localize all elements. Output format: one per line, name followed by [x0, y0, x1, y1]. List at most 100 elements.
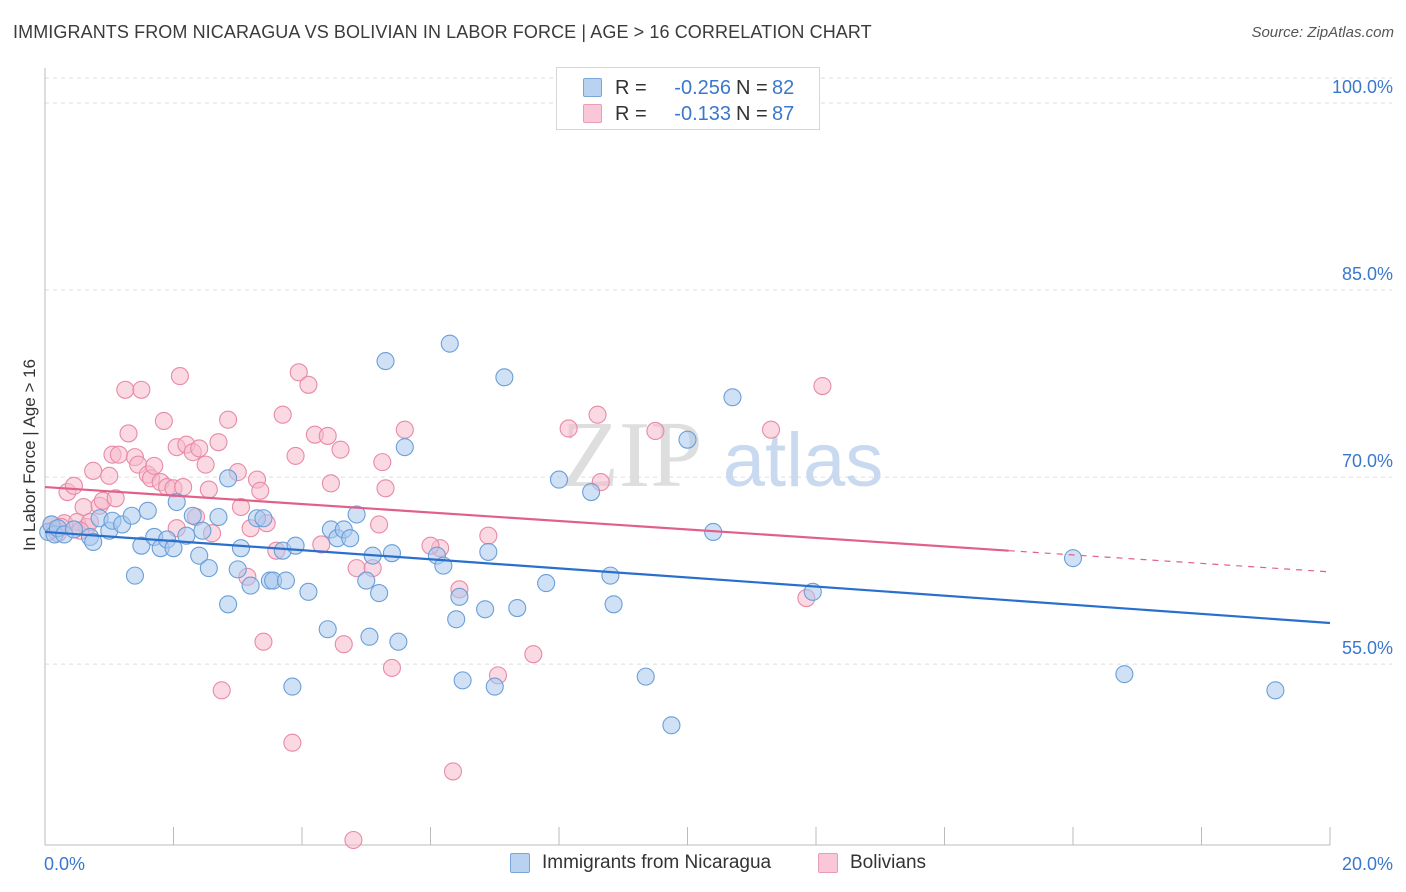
data-point [84, 461, 103, 480]
data-point [524, 645, 543, 664]
data-point [382, 658, 402, 677]
source-credit: Source: ZipAtlas.com [1251, 24, 1394, 41]
data-point [476, 600, 495, 619]
data-point [357, 571, 376, 590]
data-point [382, 544, 402, 563]
x-tick-label: 20.0% [1342, 854, 1393, 874]
data-point [154, 411, 173, 431]
data-point [145, 456, 164, 475]
data-point [167, 492, 186, 512]
trend-line-extension [1008, 550, 1331, 573]
data-point [495, 368, 514, 387]
data-point [447, 610, 466, 629]
data-point [344, 830, 363, 850]
data-point [286, 446, 305, 465]
data-point [251, 481, 270, 500]
legend-n-label: N = [736, 77, 768, 99]
data-point [164, 539, 183, 558]
data-point [219, 469, 238, 488]
data-point [360, 627, 379, 646]
data-point [312, 535, 331, 554]
data-point [331, 440, 350, 459]
data-point [106, 489, 125, 508]
data-point [1115, 665, 1134, 684]
data-point [761, 420, 781, 439]
data-point [1063, 549, 1083, 568]
data-point [199, 480, 218, 499]
legend-r-label: R = [615, 103, 647, 125]
data-point [334, 635, 353, 654]
trend-line [44, 485, 1009, 552]
data-point [479, 542, 498, 561]
data-point [122, 506, 141, 525]
data-point [601, 566, 620, 585]
data-point [193, 521, 212, 540]
data-point [723, 388, 742, 407]
data-point [450, 587, 469, 606]
axis-layer [44, 68, 1331, 846]
data-point [395, 420, 414, 439]
data-point [219, 595, 238, 614]
bolivians-points [42, 363, 832, 850]
trend-lines [44, 485, 1331, 625]
legend-n-value: 87 [772, 103, 795, 125]
legend-r-value: -0.256 [674, 77, 731, 99]
data-point [170, 367, 189, 386]
data-point [678, 430, 697, 449]
data-point [231, 539, 251, 558]
data-point [116, 380, 135, 399]
data-point [646, 421, 665, 440]
data-point [84, 532, 103, 551]
legend-box: R = -0.256 N = 82 R = -0.133 N = 87 [556, 67, 820, 130]
data-point [376, 352, 395, 371]
y-axis-label: In Labor Force | Age > 16 [20, 358, 39, 552]
data-point [64, 476, 83, 495]
data-point [228, 560, 247, 579]
data-point [119, 424, 138, 443]
data-point [347, 505, 366, 524]
data-point [537, 574, 556, 593]
data-point [318, 426, 337, 445]
data-point [559, 419, 578, 438]
bottom-legend-swatch-pink [818, 853, 838, 873]
data-point [395, 438, 414, 457]
data-point [636, 667, 655, 686]
data-point [341, 529, 360, 548]
data-point [254, 509, 273, 528]
tick-labels: 55.0% 70.0% 85.0% 100.0% 0.0% 20.0% [44, 77, 1393, 874]
data-point [100, 466, 119, 485]
data-point [373, 453, 392, 472]
data-point [443, 762, 463, 781]
data-point [199, 559, 218, 578]
data-point [299, 582, 318, 601]
y-tick-label: 55.0% [1342, 638, 1393, 658]
trend-line [44, 530, 1331, 625]
y-tick-label: 100.0% [1332, 77, 1393, 97]
data-point [209, 433, 228, 452]
data-point [209, 507, 228, 527]
data-point [286, 536, 305, 555]
bottom-legend-label: Immigrants from Nicaragua [542, 852, 772, 873]
data-point [276, 571, 295, 590]
data-point [132, 380, 151, 399]
data-point [370, 515, 389, 534]
data-point [376, 479, 395, 498]
data-point [582, 483, 601, 502]
data-point [109, 445, 128, 464]
data-point [283, 677, 302, 696]
data-point [813, 376, 832, 396]
data-point [231, 497, 251, 517]
data-point [318, 620, 337, 639]
data-point [190, 439, 209, 458]
legend-n-value: 82 [772, 77, 795, 99]
watermark: ZIP atlas [562, 403, 884, 507]
watermark-atlas: atlas [723, 418, 884, 503]
data-point [1266, 681, 1285, 700]
data-point [485, 677, 504, 696]
data-point [125, 566, 144, 585]
data-point [183, 506, 202, 525]
x-tick-label: 0.0% [44, 854, 85, 874]
bottom-legend-swatch-blue [510, 853, 530, 873]
data-point [549, 470, 569, 489]
